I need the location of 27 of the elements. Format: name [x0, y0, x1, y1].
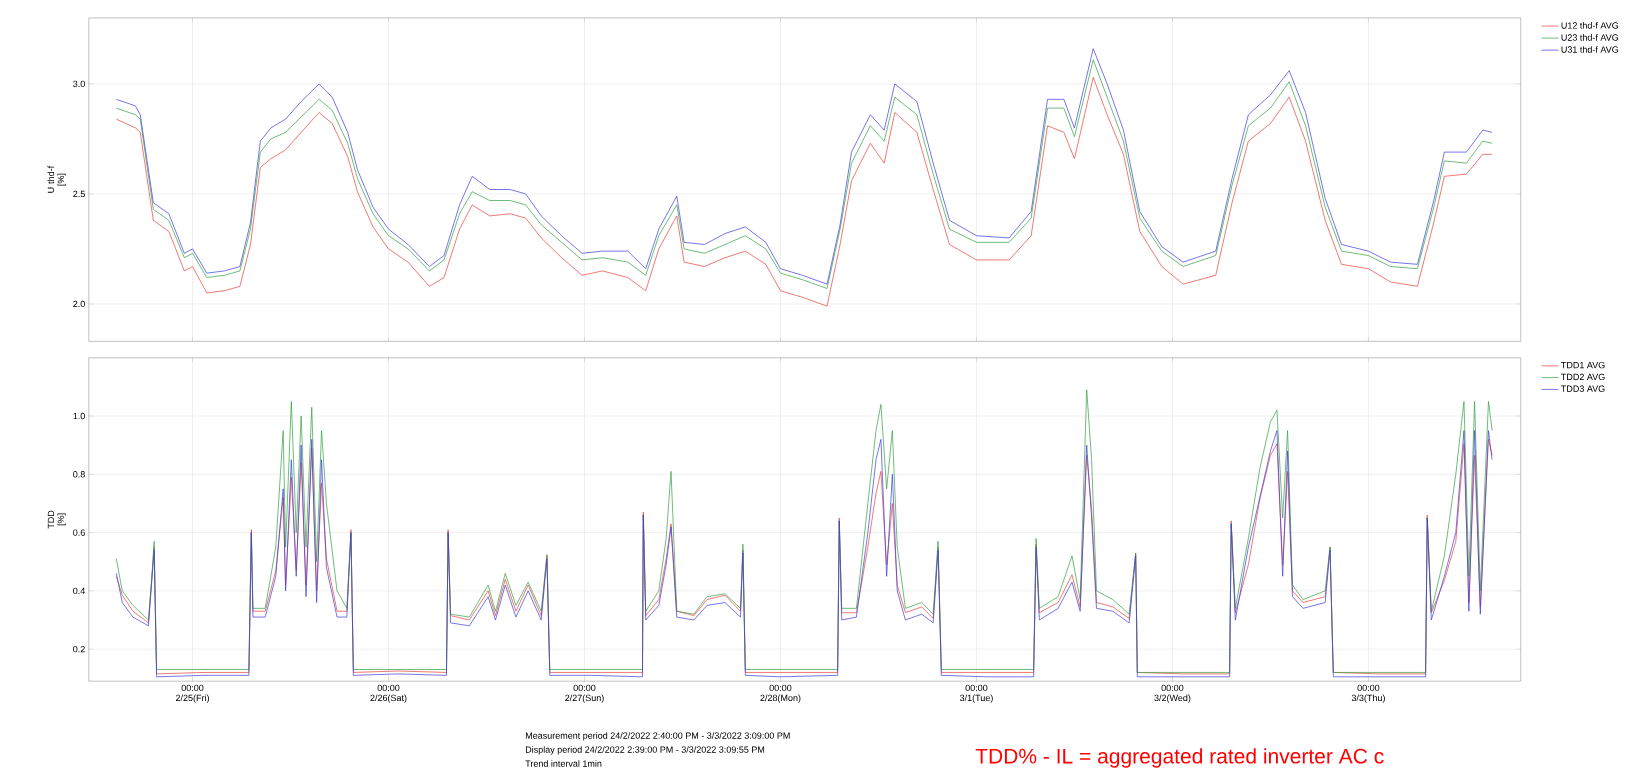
y-tick-label: 3.0 — [73, 80, 85, 88]
legend-label: TDD2 AVG — [1561, 373, 1605, 381]
text: Trend interval 1min — [525, 760, 602, 767]
y-axis-title: U thd-f [%] — [47, 165, 66, 193]
text: Measurement period 24/2/2022 2:40:00 PM - 3/3/2022 3:09:00 PM — [525, 732, 790, 741]
x-tick-label: 00:00 2/26(Sat) — [370, 684, 407, 703]
legend-label: TDD1 AVG — [1561, 361, 1605, 369]
y-tick-label: 1.0 — [73, 412, 85, 420]
legend-label: U23 thd-f AVG — [1561, 34, 1619, 41]
y-tick-label: 2.0 — [73, 300, 85, 308]
text: TDD% - IL = aggregated rated inverter AC c — [975, 748, 1384, 768]
y-tick-label: 0.6 — [73, 529, 85, 536]
legend-label: TDD3 AVG — [1561, 385, 1605, 392]
x-tick-label: 00:00 3/3(Thu) — [1351, 684, 1385, 703]
x-tick-label: 00:00 3/1(Tue) — [959, 684, 993, 703]
y-tick-label: 0.2 — [73, 645, 85, 653]
x-tick-label: 00:00 3/2(Wed) — [1154, 684, 1191, 703]
legend-label: U31 thd-f AVG — [1561, 46, 1619, 53]
y-tick-label: 2.5 — [73, 190, 85, 198]
x-tick-label: 00:00 2/25(Fri) — [175, 684, 209, 703]
y-axis-title: TDD [%] — [47, 510, 66, 529]
y-tick-label: 0.8 — [73, 471, 85, 478]
text: Display period 24/2/2022 2:39:00 PM - 3/3/2022 3:09:55 PM — [525, 746, 765, 755]
x-tick-label: 00:00 2/27(Sun) — [565, 684, 604, 703]
x-tick-label: 00:00 2/28(Mon) — [760, 684, 801, 703]
y-tick-label: 0.4 — [73, 587, 86, 595]
legend-label: U12 thd-f AVG — [1561, 22, 1619, 29]
